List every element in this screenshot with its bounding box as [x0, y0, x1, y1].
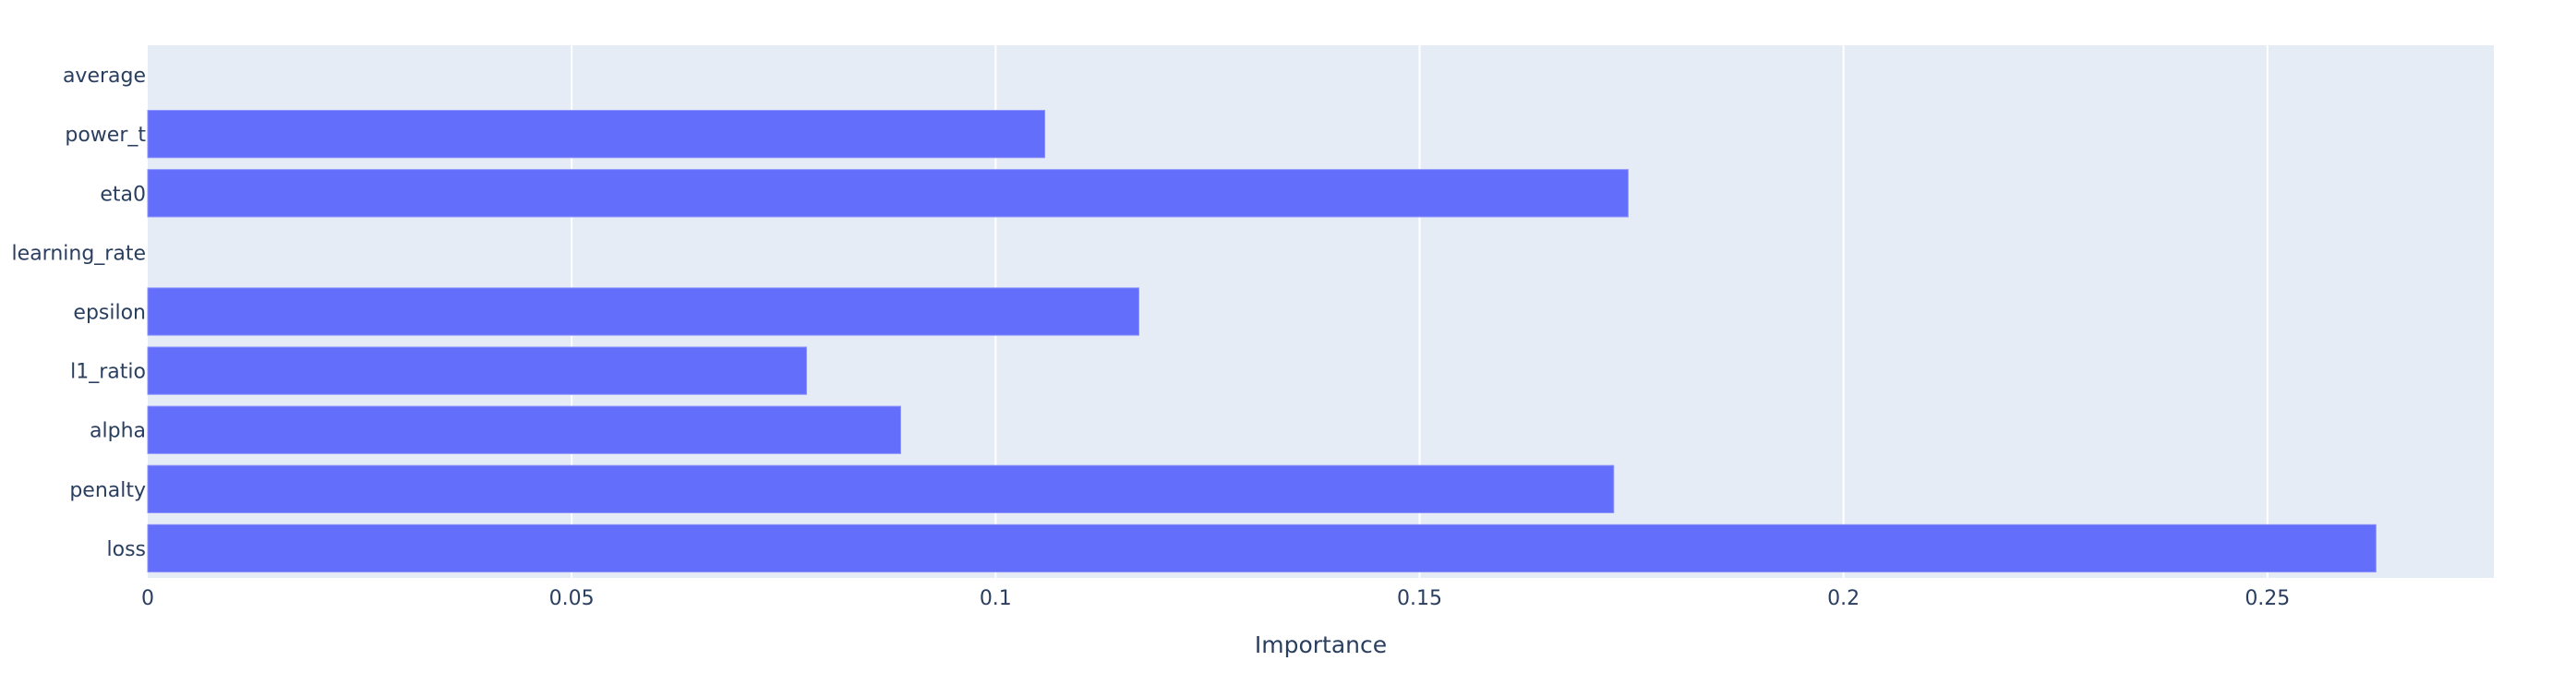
x-tick-label: 0.05 — [549, 587, 595, 610]
y-tick-label: power_t — [65, 124, 146, 147]
bar-loss[interactable] — [147, 523, 2377, 573]
bar-penalty[interactable] — [147, 464, 1615, 513]
y-tick-label: alpha — [90, 420, 146, 443]
y-tick-label: epsilon — [73, 302, 146, 325]
y-tick-label: eta0 — [100, 183, 146, 206]
y-tick-label: learning_rate — [12, 242, 146, 265]
x-axis-title: Importance — [1255, 631, 1387, 658]
bar-l1_ratio[interactable] — [147, 346, 808, 395]
x-tick-label: 0.25 — [2245, 587, 2290, 610]
x-tick-label: 0.1 — [980, 587, 1012, 610]
y-tick-label: average — [63, 65, 146, 88]
bar-alpha[interactable] — [147, 405, 901, 454]
x-tick-label: 0 — [141, 587, 154, 610]
x-tick-label: 0.2 — [1827, 587, 1860, 610]
y-tick-label: l1_ratio — [70, 361, 146, 384]
x-tick-label: 0.15 — [1397, 587, 1442, 610]
y-tick-label: penalty — [69, 479, 146, 502]
y-tick-label: loss — [107, 538, 147, 561]
bar-eta0[interactable] — [147, 169, 1629, 218]
bar-epsilon[interactable] — [147, 287, 1140, 336]
bar-power_t[interactable] — [147, 110, 1046, 159]
